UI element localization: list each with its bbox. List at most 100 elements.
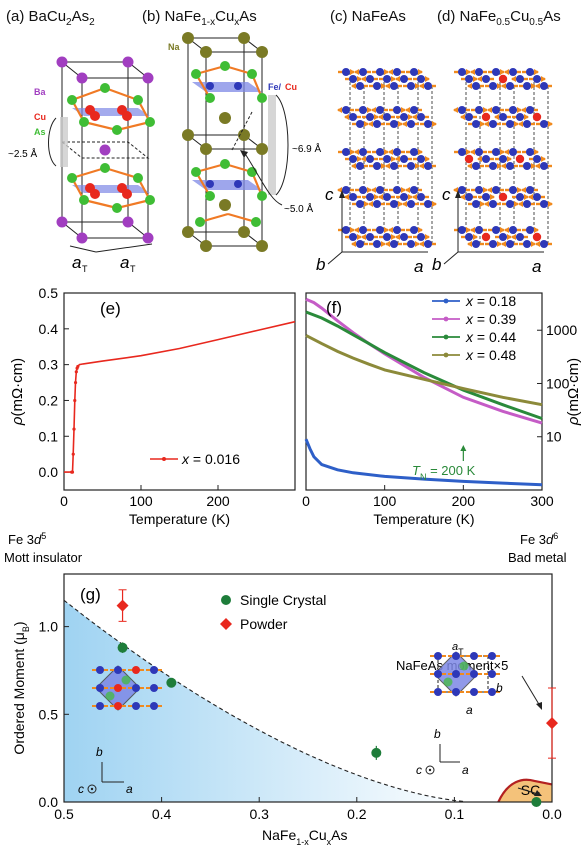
axis-d-b: b	[432, 255, 441, 274]
spin-arrowhead	[337, 187, 342, 193]
spin-arrowhead	[361, 234, 366, 240]
fe-atom	[400, 193, 408, 201]
single-crystal-point	[117, 642, 128, 653]
spin-arrowhead	[487, 187, 492, 193]
fe-atom	[472, 82, 480, 90]
spin-arrowhead	[385, 163, 390, 169]
fe-atom	[349, 233, 357, 241]
annotation-arrow	[521, 675, 541, 707]
inset-fe-atom	[132, 702, 140, 710]
spin-arrowhead	[391, 156, 396, 162]
spin-arrowhead	[494, 114, 499, 120]
spin-arrowhead	[466, 69, 471, 75]
fe-atom	[489, 120, 497, 128]
fe-atom	[526, 186, 534, 194]
spin-arrowhead	[518, 121, 523, 127]
spin-arrowhead	[453, 107, 458, 113]
panel-b-formula: NaFe1-xCuxAs	[164, 8, 257, 28]
fe-atom	[526, 68, 534, 76]
fe-atom	[540, 200, 548, 208]
chart-e: 0.0 0.1 0.2 0.3 0.4 0.5 0 100 200 (e) x = 0.016 Tem…	[9, 285, 296, 527]
spin-arrowhead	[534, 69, 539, 75]
spin-arrowhead	[350, 69, 355, 75]
inset-axis-c-circle	[425, 765, 435, 775]
spin-arrowhead	[412, 114, 417, 120]
fe-atom	[417, 193, 425, 201]
fe-atom	[373, 162, 381, 170]
spin-arrowhead	[484, 121, 489, 127]
spin-arrowhead	[418, 149, 423, 155]
fe-atom	[526, 106, 534, 114]
fe-atom	[373, 120, 381, 128]
axis-c-a: a	[414, 257, 423, 276]
spin-arrowhead	[535, 83, 540, 89]
inset-fe-atom	[96, 702, 104, 710]
inset-as-atom	[105, 691, 115, 701]
fe-atom	[349, 75, 357, 83]
fe-atom	[489, 82, 497, 90]
fe-atom	[523, 120, 531, 128]
spin-arrowhead	[524, 114, 529, 120]
spin-arrowhead	[402, 201, 407, 207]
structure-b: Na Fe/ Cu ~6.9 Å ~5.0 Å	[168, 32, 322, 252]
spin-arrowhead	[425, 76, 430, 82]
spin-arrowhead	[531, 83, 536, 89]
spin-arrowhead	[408, 194, 413, 200]
fe-atom	[475, 106, 483, 114]
fe-atom	[475, 68, 483, 76]
fe-atom	[410, 186, 418, 194]
inset-fe-atom	[470, 652, 478, 660]
inset-fe-atom	[470, 688, 478, 696]
single-crystal-point	[166, 677, 177, 688]
fe-atom	[366, 233, 374, 241]
inset-label-a: a	[466, 703, 473, 717]
fe-atom	[465, 193, 473, 201]
spin-arrowhead	[504, 69, 509, 75]
fe-atom	[492, 186, 500, 194]
spin-arrowhead	[473, 76, 478, 82]
inset-axis-label-b: b	[96, 745, 103, 759]
inset-lattice	[92, 665, 162, 711]
spin-arrowhead	[470, 149, 475, 155]
spin-arrowhead	[511, 76, 516, 82]
spin-arrowhead	[418, 69, 423, 75]
fe-atom	[509, 68, 517, 76]
spin-arrowhead	[480, 121, 485, 127]
fe-atom	[376, 148, 384, 156]
x-tick-label: 300	[530, 493, 554, 509]
y-axis-label: ρ(mΩ·cm)	[565, 358, 582, 426]
panel-label: (e)	[100, 299, 121, 318]
cu-atom	[464, 154, 474, 164]
fe-atom	[465, 113, 473, 121]
spin-arrowhead	[500, 69, 505, 75]
inset-fe-atom	[488, 670, 496, 678]
series-line	[64, 320, 296, 473]
inset-fe-atom	[150, 684, 158, 692]
x-tick-label: 0.3	[249, 806, 269, 822]
inset-fe-atom	[114, 666, 122, 674]
spin-arrowhead	[415, 163, 420, 169]
spin-arrowhead	[477, 156, 482, 162]
fe-atom	[458, 148, 466, 156]
series-line-0	[304, 438, 543, 487]
fe-atom	[424, 162, 432, 170]
spin-arrowhead	[504, 227, 509, 233]
fe-atom	[356, 82, 364, 90]
cu-atom	[515, 154, 525, 164]
fe-atom	[349, 193, 357, 201]
fe-atom	[506, 240, 514, 248]
fe-atom	[499, 113, 507, 121]
fe-atom	[424, 200, 432, 208]
spin-arrowhead	[535, 163, 540, 169]
x-tick-label: 100	[373, 493, 397, 509]
fe-atom	[533, 155, 541, 163]
inset-as-atom	[459, 661, 469, 671]
spin-arrowhead	[497, 163, 502, 169]
plot-frame	[305, 292, 543, 491]
spin-arrowhead	[391, 76, 396, 82]
spin-arrowhead	[534, 149, 539, 155]
fe-atom	[516, 75, 524, 83]
spin-arrowhead	[350, 227, 355, 233]
panel-c-title: (c) NaFeAs	[330, 8, 406, 25]
fe-atom	[373, 240, 381, 248]
